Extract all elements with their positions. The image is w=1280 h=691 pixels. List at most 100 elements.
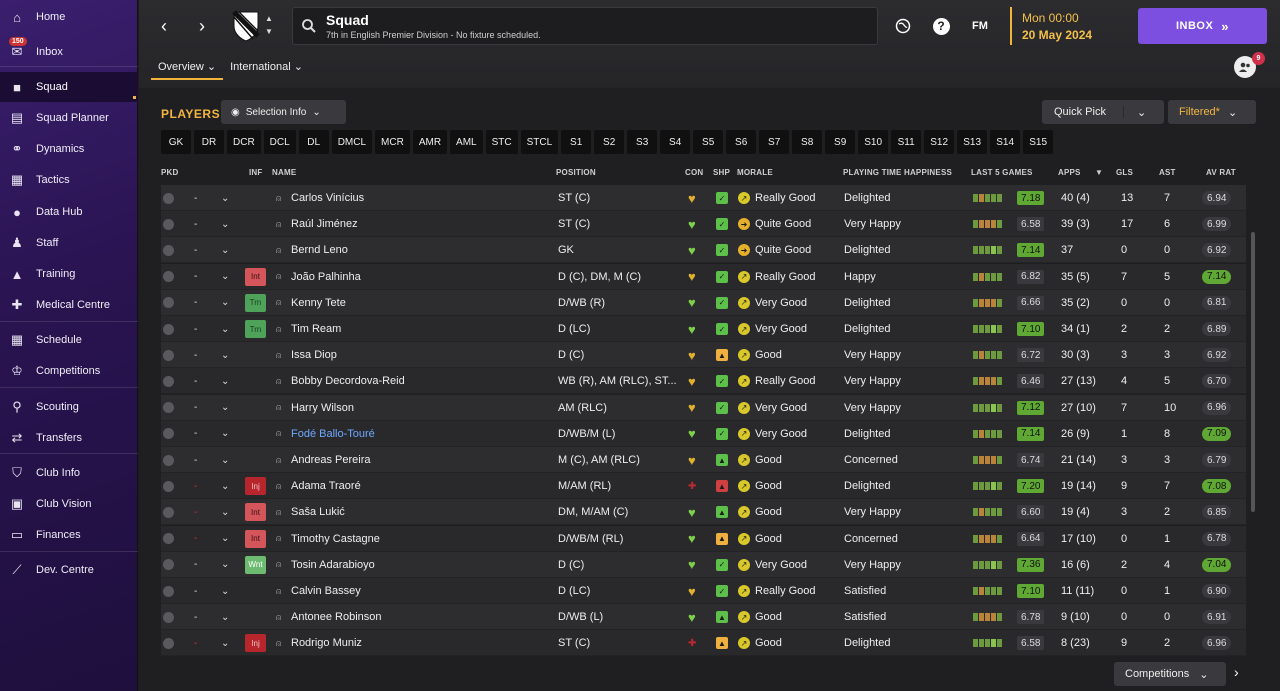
col-con[interactable]: CON: [685, 168, 704, 177]
chevron-down-icon[interactable]: ⌄: [221, 323, 230, 335]
position-filter-s15[interactable]: S15: [1023, 130, 1054, 154]
player-name[interactable]: Issa Diop: [291, 349, 337, 362]
position-filter-dl[interactable]: DL: [298, 130, 329, 154]
selection-status[interactable]: -: [194, 585, 198, 597]
position-filter-stc[interactable]: STC: [485, 130, 518, 154]
search-bar[interactable]: Squad 7th in English Premier Division - …: [292, 7, 878, 45]
selection-status[interactable]: -: [194, 454, 198, 466]
col-position[interactable]: POSITION: [556, 168, 596, 177]
chevron-right-icon[interactable]: ›: [1234, 664, 1239, 680]
pick-toggle[interactable]: [163, 316, 175, 342]
table-row[interactable]: - ⌄ ⍝ Raúl Jiménez ST (C) ♥ ✓ ➜ Quite Good Very H…: [161, 211, 1246, 238]
sidebar-item-scouting[interactable]: ⚲ Scouting: [0, 392, 138, 422]
sidebar-item-squad-planner[interactable]: ▤ Squad Planner: [0, 103, 138, 133]
fm-menu-button[interactable]: FM: [972, 20, 988, 32]
position-filter-s5[interactable]: S5: [693, 130, 724, 154]
position-filter-s6[interactable]: S6: [726, 130, 757, 154]
position-filter-dcr[interactable]: DCR: [227, 130, 261, 154]
selection-status[interactable]: -: [194, 192, 198, 204]
table-row[interactable]: - ⌄ ⍝ Issa Diop D (C) ♥ ▲ ↗ Good Very Happy 6.72 30…: [161, 342, 1246, 369]
table-row[interactable]: - ⌄ Inj ⍝ Adama Traoré M/AM (RL) ✚ ▲ ↗ Good Deligh…: [161, 473, 1246, 500]
selection-status[interactable]: -: [194, 218, 198, 230]
table-row[interactable]: - ⌄ ⍝ Antonee Robinson D/WB (L) ♥ ▲ ↗ Good Satisf…: [161, 604, 1246, 631]
competitions-dropdown[interactable]: Competitions ⌄: [1114, 662, 1226, 686]
col-inf[interactable]: INF: [249, 168, 263, 177]
pick-toggle[interactable]: [163, 552, 175, 578]
selection-status[interactable]: -: [194, 402, 198, 414]
club-crest-icon[interactable]: [231, 10, 261, 42]
player-name[interactable]: Calvin Bassey: [291, 585, 361, 597]
position-filter-dr[interactable]: DR: [194, 130, 224, 154]
player-name[interactable]: Bobby Decordova-Reid: [291, 375, 405, 388]
col-shp[interactable]: SHP: [713, 168, 731, 177]
position-filter-s10[interactable]: S10: [858, 130, 889, 154]
sidebar-item-squad[interactable]: ■ Squad: [0, 72, 138, 102]
pick-toggle[interactable]: [163, 368, 175, 394]
position-filter-mcr[interactable]: MCR: [375, 130, 410, 154]
player-name[interactable]: Harry Wilson: [291, 401, 354, 414]
info-tag-int[interactable]: Int: [245, 503, 266, 522]
forward-button[interactable]: ›: [199, 15, 205, 36]
info-tag-inj[interactable]: Inj: [245, 477, 266, 496]
player-name[interactable]: Saša Lukić: [291, 506, 345, 519]
player-name[interactable]: Raúl Jiménez: [291, 218, 358, 231]
info-tag-trn[interactable]: Trn: [245, 320, 266, 338]
selection-status[interactable]: -: [194, 323, 198, 335]
chevron-down-icon[interactable]: ⌄: [221, 585, 230, 597]
sidebar-item-finances[interactable]: ▭ Finances: [0, 520, 138, 550]
player-name[interactable]: Fodé Ballo-Touré: [291, 427, 375, 440]
selection-status[interactable]: -: [194, 611, 198, 623]
player-name[interactable]: Bernd Leno: [291, 244, 348, 257]
info-tag-int[interactable]: Int: [245, 529, 266, 548]
filter-dropdown[interactable]: Filtered* ⌄: [1168, 100, 1256, 124]
table-row[interactable]: - ⌄ ⍝ Bobby Decordova-Reid WB (R), AM (RLC),…: [161, 368, 1246, 395]
sidebar-item-staff[interactable]: ♟ Staff: [0, 228, 138, 258]
selection-status[interactable]: -: [194, 559, 198, 571]
position-filter-s2[interactable]: S2: [594, 130, 625, 154]
player-name[interactable]: Tosin Adarabioyo: [291, 558, 375, 571]
chevron-down-icon[interactable]: ⌄: [221, 480, 230, 492]
col-playing-time[interactable]: PLAYING TIME HAPPINESS: [843, 168, 953, 177]
selection-status[interactable]: -: [194, 244, 198, 256]
sidebar-item-medical-centre[interactable]: ✚ Medical Centre: [0, 290, 138, 320]
pick-toggle[interactable]: [163, 630, 175, 656]
quick-pick-button[interactable]: Quick Pick ⌄: [1042, 100, 1164, 124]
table-row[interactable]: - ⌄ Trn ⍝ Kenny Tete D/WB (R) ♥ ✓ ↗ Very Good Deli…: [161, 289, 1246, 316]
position-filter-s4[interactable]: S4: [660, 130, 691, 154]
pick-toggle[interactable]: [163, 264, 175, 290]
chevron-down-icon[interactable]: ⌄: [221, 271, 230, 283]
player-name[interactable]: Rodrigo Muniz: [291, 637, 362, 650]
table-row[interactable]: - ⌄ Wnt ⍝ Tosin Adarabioyo D (C) ♥ ✓ ↗ Very Good V…: [161, 551, 1246, 578]
position-filter-dcl[interactable]: DCL: [263, 130, 296, 154]
position-filter-amr[interactable]: AMR: [412, 130, 448, 154]
pick-toggle[interactable]: [163, 185, 175, 211]
pick-toggle[interactable]: [163, 421, 175, 447]
info-tag-wnt[interactable]: Wnt: [245, 555, 266, 574]
sidebar-item-tactics[interactable]: ▦ Tactics: [0, 165, 138, 195]
selection-status[interactable]: -: [194, 375, 198, 387]
selection-status[interactable]: -: [194, 637, 198, 649]
chevron-down-icon[interactable]: ⌄: [221, 375, 230, 387]
pick-toggle[interactable]: [163, 211, 175, 237]
table-row[interactable]: - ⌄ ⍝ Fodé Ballo-Touré D/WB/M (L) ♥ ✓ ↗ Very Goo…: [161, 420, 1246, 447]
sidebar-item-club-vision[interactable]: ▣ Club Vision: [0, 489, 138, 519]
col-morale[interactable]: MORALE: [737, 168, 773, 177]
position-filter-s3[interactable]: S3: [627, 130, 658, 154]
pick-toggle[interactable]: [163, 604, 175, 630]
sidebar-item-training[interactable]: ▲ Training: [0, 259, 138, 289]
sidebar-item-transfers[interactable]: ⇄ Transfers: [0, 423, 138, 453]
inbox-continue-button[interactable]: INBOX »: [1138, 8, 1267, 44]
pick-toggle[interactable]: [163, 447, 175, 473]
selection-status[interactable]: -: [194, 480, 198, 492]
position-filter-gk[interactable]: GK: [161, 130, 191, 154]
chevron-down-icon[interactable]: ⌄: [221, 349, 230, 361]
sidebar-item-schedule[interactable]: ▦ Schedule: [0, 325, 138, 355]
position-filter-s8[interactable]: S8: [792, 130, 823, 154]
position-filter-stcl[interactable]: STCL: [520, 130, 559, 154]
player-name[interactable]: Carlos Vinícius: [291, 192, 365, 204]
tab-international[interactable]: International ⌄: [223, 54, 310, 80]
chevron-down-icon[interactable]: ⌄: [221, 454, 230, 466]
chevron-down-icon[interactable]: ⌄: [221, 559, 230, 571]
pick-toggle[interactable]: [163, 473, 175, 499]
pick-toggle[interactable]: [163, 395, 175, 421]
